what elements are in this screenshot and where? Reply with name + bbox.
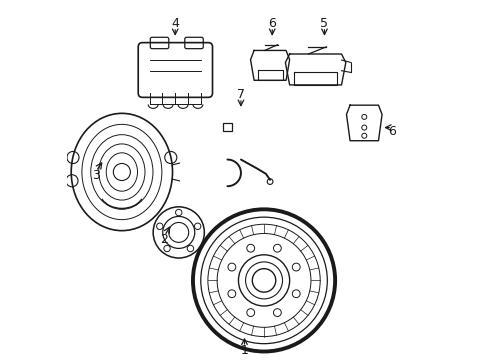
Text: 2: 2	[160, 233, 168, 246]
Text: 3: 3	[92, 169, 100, 182]
Text: 4: 4	[171, 17, 179, 30]
Text: 6: 6	[268, 17, 276, 30]
Text: 6: 6	[387, 125, 395, 138]
Text: 1: 1	[240, 344, 248, 357]
Text: 5: 5	[320, 17, 328, 30]
Text: 7: 7	[237, 87, 244, 101]
